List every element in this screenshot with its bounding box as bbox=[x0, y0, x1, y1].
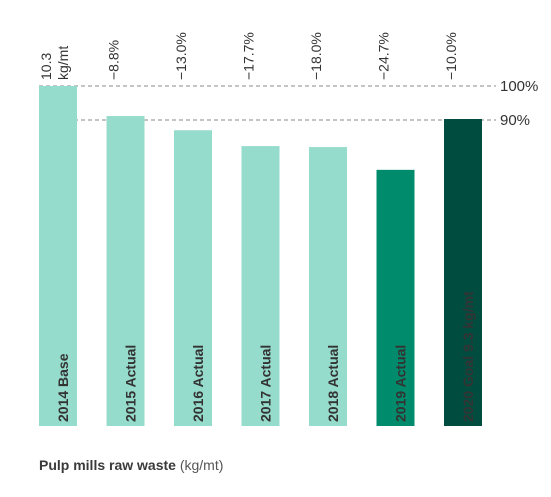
bars bbox=[39, 86, 482, 427]
bar bbox=[174, 130, 212, 426]
value-label: −13.0% bbox=[173, 32, 189, 80]
bar bbox=[39, 86, 77, 426]
value-label: kg/mt bbox=[55, 46, 71, 80]
value-label: −10.0% bbox=[443, 32, 459, 80]
caption-title: Pulp mills raw waste bbox=[39, 457, 176, 473]
reference-lines bbox=[39, 85, 496, 121]
category-label: 2020 Goal 9.3 kg/mt bbox=[460, 291, 476, 422]
category-label: 2018 Actual bbox=[325, 345, 341, 422]
reference-label: 100% bbox=[500, 78, 538, 95]
category-label: 2016 Actual bbox=[190, 345, 206, 422]
value-label: −8.8% bbox=[106, 40, 122, 80]
category-label: 2014 Base bbox=[55, 353, 71, 422]
value-label: −24.7% bbox=[376, 32, 392, 80]
reference-labels: 100% 90% bbox=[500, 78, 538, 129]
chart-caption: Pulp mills raw waste (kg/mt) bbox=[39, 457, 223, 473]
value-label: −18.0% bbox=[308, 32, 324, 80]
category-label: 2019 Actual bbox=[393, 345, 409, 422]
category-label: 2015 Actual bbox=[123, 345, 139, 422]
category-labels: 2014 Base 2015 Actual 2016 Actual 2017 Actu… bbox=[55, 291, 476, 422]
caption-unit: (kg/mt) bbox=[179, 457, 224, 473]
value-label: 10.3 bbox=[38, 53, 54, 80]
bar bbox=[106, 116, 145, 427]
value-labels: 10.3 kg/mt −8.8% −13.0% −17.7% −18.0% −24.7% −1… bbox=[38, 32, 459, 80]
bar bbox=[376, 169, 415, 426]
bar bbox=[444, 119, 482, 427]
value-label: −17.7% bbox=[241, 32, 257, 80]
bar bbox=[241, 146, 280, 426]
bar bbox=[309, 147, 347, 426]
reference-label: 90% bbox=[500, 112, 530, 129]
category-label: 2017 Actual bbox=[258, 345, 274, 422]
